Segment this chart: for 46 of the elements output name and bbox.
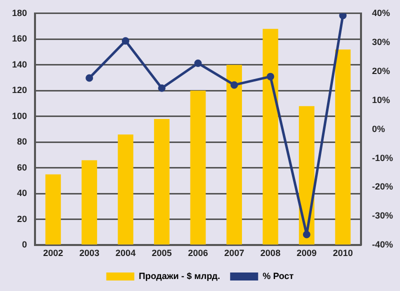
x-tick-label: 2006 <box>188 248 208 258</box>
x-tick-label: 2009 <box>296 248 317 258</box>
legend-label: % Рост <box>262 270 294 281</box>
x-tick-label: 2004 <box>116 248 136 258</box>
point <box>122 37 130 45</box>
y-tick-label: 120 <box>12 85 28 96</box>
y-tick-label: 60 <box>17 162 28 172</box>
bar <box>154 119 170 244</box>
y2-tick-label: 30% <box>372 36 390 47</box>
bar <box>45 174 61 244</box>
y2-tick-label: -20% <box>372 182 394 192</box>
bar <box>335 49 351 244</box>
point <box>194 59 202 67</box>
point <box>230 81 238 89</box>
y-tick-label: 40 <box>17 188 28 198</box>
bar <box>118 134 134 244</box>
y2-tick-label: -40% <box>372 240 394 250</box>
point <box>302 230 310 238</box>
y-tick-label: 140 <box>12 59 28 70</box>
x-tick-label: 2008 <box>260 248 280 258</box>
x-tick-label: 2003 <box>79 248 100 258</box>
y-tick-label: 180 <box>12 8 28 18</box>
point <box>158 84 166 92</box>
bar <box>190 90 206 244</box>
point <box>266 72 274 80</box>
x-tick-label: 2010 <box>332 248 353 258</box>
legend-label: Продажи - $ млрд. <box>138 270 220 281</box>
y2-tick-label: -30% <box>372 210 394 221</box>
bar <box>262 28 278 244</box>
y2-tick-label: 10% <box>372 94 390 105</box>
y2-tick-label: 40% <box>372 8 390 18</box>
x-tick-label: 2005 <box>152 248 172 258</box>
y2-tick-label: 20% <box>372 66 390 76</box>
y2-tick-label: 0% <box>372 124 386 134</box>
point <box>339 13 347 20</box>
y2-tick-label: -10% <box>372 152 394 163</box>
bar <box>226 64 242 244</box>
y-tick-label: 0 <box>22 240 28 250</box>
y-tick-label: 160 <box>12 34 28 44</box>
y-tick-label: 80 <box>17 136 28 147</box>
point <box>86 74 94 82</box>
x-tick-label: 2007 <box>224 248 244 258</box>
x-tick-label: 2002 <box>43 248 64 258</box>
y-tick-label: 20 <box>17 214 28 224</box>
y-tick-label: 100 <box>12 110 28 121</box>
bar <box>82 160 98 244</box>
